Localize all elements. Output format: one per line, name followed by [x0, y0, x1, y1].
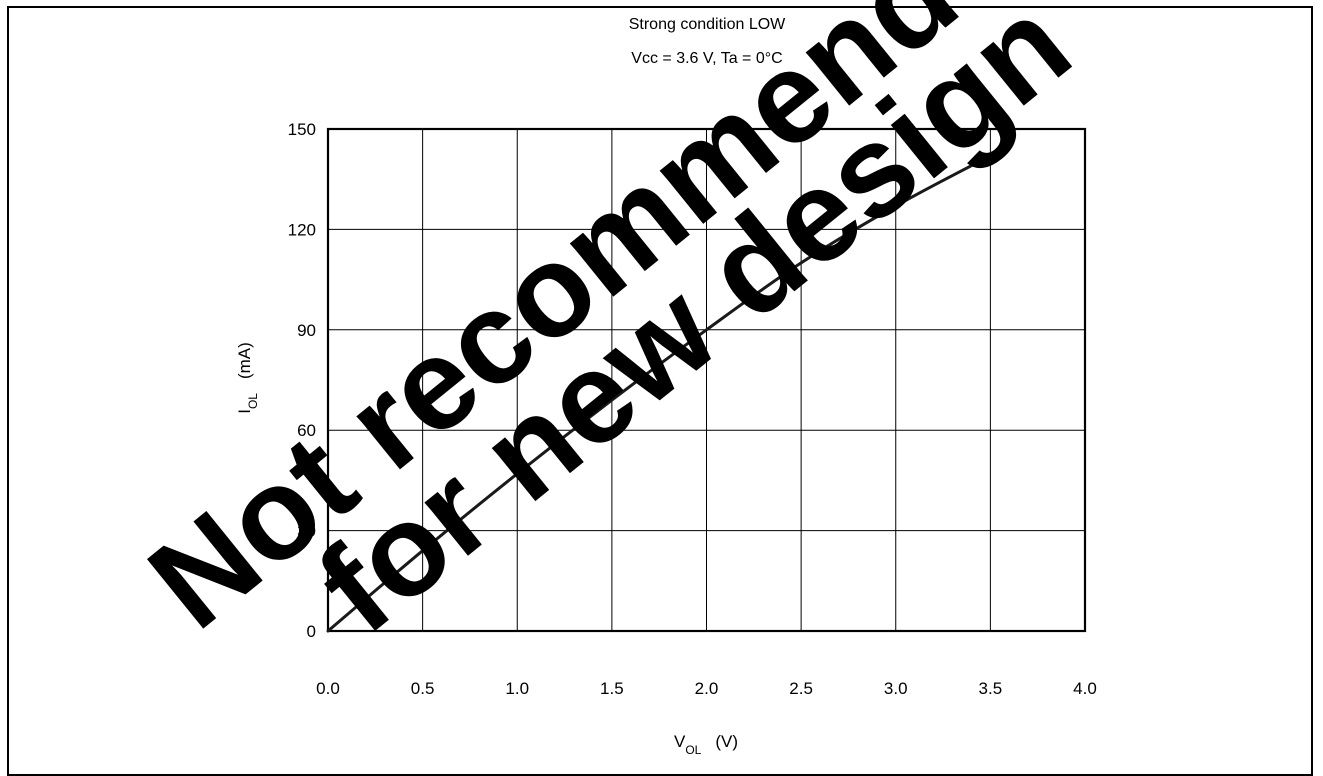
x-tick-label: 1.5 [600, 679, 624, 698]
y-axis-label-unit: (mA) [235, 342, 254, 379]
y-tick-label: 0 [307, 622, 316, 641]
x-axis-label: VOL (V) [674, 732, 738, 757]
y-tick-label: 60 [297, 421, 316, 440]
x-tick-label: 3.5 [979, 679, 1003, 698]
chart-title: Strong condition LOW [629, 16, 786, 33]
y-axis-label-main: I [235, 409, 254, 414]
y-tick-label: 150 [288, 120, 316, 139]
grid-lines [328, 129, 1085, 631]
y-tick-label: 120 [288, 220, 316, 239]
x-axis-label-sub: OL [685, 743, 701, 757]
x-tick-label: 0.0 [316, 679, 340, 698]
y-tick-label: 30 [297, 522, 316, 541]
y-tick-labels: 0 30 60 90 120 150 [288, 120, 316, 641]
x-tick-label: 4.0 [1073, 679, 1097, 698]
x-tick-label: 2.5 [789, 679, 813, 698]
series-line [326, 144, 1011, 633]
x-tick-label: 2.0 [695, 679, 719, 698]
x-tick-label: 0.5 [411, 679, 435, 698]
plot-area-border [326, 127, 1087, 633]
y-axis-label: IOL (mA) [235, 342, 260, 414]
x-tick-label: 3.0 [884, 679, 908, 698]
y-tick-label: 90 [297, 321, 316, 340]
x-tick-labels: 0.0 0.5 1.0 1.5 2.0 2.5 3.0 3.5 4.0 [316, 679, 1097, 698]
chart-subtitle: Vcc = 3.6 V, Ta = 0°C [631, 50, 782, 67]
x-axis-label-unit: (V) [715, 732, 738, 751]
x-axis-label-main: V [674, 732, 686, 751]
x-tick-label: 1.0 [505, 679, 529, 698]
y-axis-label-sub: OL [246, 393, 260, 409]
